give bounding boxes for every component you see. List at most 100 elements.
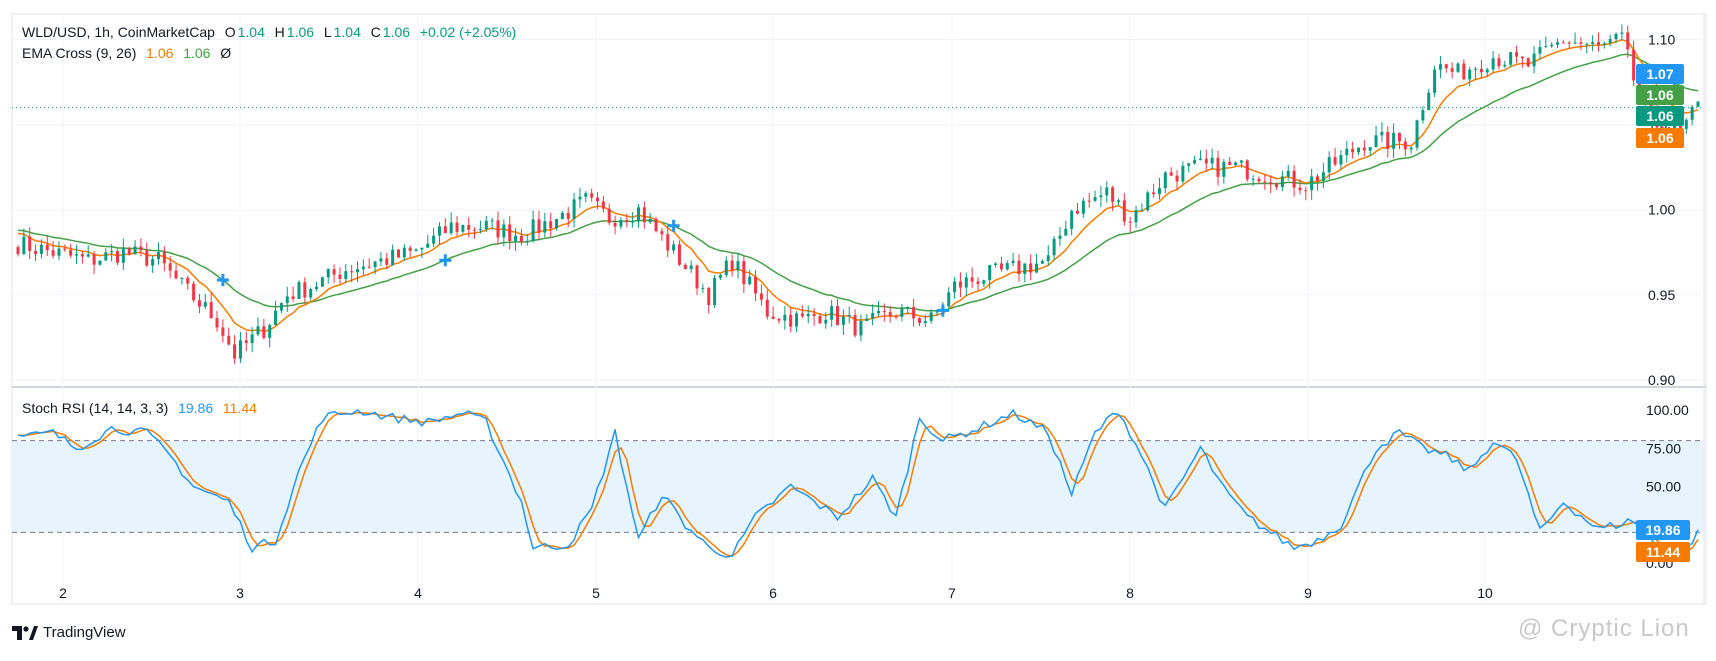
candle-body	[367, 266, 371, 268]
candle-body	[1087, 200, 1091, 202]
candle-body	[1275, 184, 1279, 188]
candle-body	[1234, 162, 1238, 166]
candle-body	[566, 212, 570, 219]
x-tick-label: 9	[1304, 585, 1312, 601]
candle-body	[1222, 161, 1226, 177]
candle-body	[958, 281, 962, 288]
candle-body	[373, 261, 377, 268]
candle-body	[631, 221, 635, 223]
candle-body	[1503, 64, 1507, 67]
candle-body	[818, 316, 822, 324]
ema-fast-value: 1.06	[146, 45, 174, 61]
price-badge-last-text: 1.06	[1646, 108, 1673, 124]
ema-fast-line	[17, 39, 1699, 333]
candle-body	[964, 277, 968, 288]
candle-body	[197, 300, 201, 307]
candle-body	[356, 269, 360, 273]
candle-body	[636, 207, 640, 222]
candle-body	[800, 313, 804, 317]
candle-body	[361, 266, 365, 270]
candle-body	[1099, 195, 1103, 198]
candle-body	[432, 235, 436, 244]
candle-body	[297, 282, 301, 299]
x-tick-label: 7	[948, 585, 956, 601]
candle-body	[1479, 68, 1483, 73]
candle-body	[1146, 192, 1150, 211]
ema-name[interactable]: EMA Cross (9, 26)	[22, 45, 137, 61]
candle-body	[1029, 263, 1033, 273]
symbol-title[interactable]: WLD/USD, 1h, CoinMarketCap	[22, 24, 215, 40]
candle-body	[227, 335, 231, 345]
candle-body	[151, 259, 155, 266]
candle-body	[1292, 170, 1296, 188]
candle-body	[461, 224, 465, 232]
candle-body	[1116, 200, 1120, 202]
candle-body	[1298, 187, 1302, 191]
candle-body	[1474, 68, 1478, 70]
candle-body	[63, 248, 67, 250]
candle-body	[1567, 42, 1571, 44]
candle-body	[75, 254, 79, 256]
price-badge-ema-slow	[1636, 85, 1684, 105]
candle-body	[145, 250, 149, 266]
candle-body	[57, 248, 61, 256]
candle-body	[180, 277, 184, 279]
candle-body	[994, 263, 998, 266]
candle-body	[601, 201, 605, 209]
candle-body	[315, 286, 319, 290]
candle-body	[209, 302, 213, 319]
candle-body	[478, 228, 482, 231]
candle-body	[707, 287, 711, 305]
candle-body	[666, 234, 670, 251]
candle-body	[1614, 33, 1618, 40]
candle-body	[1602, 43, 1606, 45]
stoch-k-line	[17, 408, 1699, 558]
candle-body	[69, 249, 73, 256]
ema-extra: Ø	[220, 45, 232, 61]
candle-body	[654, 218, 658, 232]
candle-body	[648, 218, 652, 223]
high-value: 1.06	[286, 24, 315, 40]
close-value: 1.06	[382, 24, 411, 40]
candle-body	[1386, 131, 1390, 149]
candle-body	[1228, 161, 1232, 166]
price-badge-ema-cross-text: 1.07	[1646, 66, 1673, 82]
candle-body	[1040, 261, 1044, 264]
candle-body	[625, 219, 629, 222]
candle-body	[742, 261, 746, 285]
stoch-name[interactable]: Stoch RSI (14, 14, 3, 3)	[22, 400, 169, 416]
candle-body	[572, 199, 576, 219]
candle-body	[607, 208, 611, 223]
candle-body	[133, 246, 137, 255]
tradingview-icon	[12, 625, 38, 640]
candle-body	[1415, 120, 1419, 148]
candle-body	[502, 224, 506, 238]
candle-body	[51, 250, 55, 256]
candle-body	[754, 276, 758, 294]
candle-body	[1397, 132, 1401, 142]
candle-body	[332, 269, 336, 275]
candle-body	[1433, 69, 1437, 93]
tradingview-logo[interactable]: TradingView	[12, 624, 126, 641]
candle-body	[537, 219, 541, 233]
candle-body	[912, 306, 916, 319]
candle-body	[1163, 172, 1167, 189]
candle-body	[871, 313, 875, 319]
stoch-tick-label: 75.00	[1646, 440, 1681, 456]
candle-body	[1673, 123, 1677, 133]
candle-body	[1362, 147, 1366, 151]
candle-body	[1245, 160, 1249, 180]
candle-body	[1316, 176, 1320, 181]
candle-body	[1181, 165, 1185, 182]
candle-body	[320, 277, 324, 287]
low-value: 1.04	[333, 24, 361, 40]
candle-body	[795, 313, 799, 327]
candle-body	[590, 193, 594, 198]
candle-body	[847, 315, 851, 317]
candle-body	[426, 243, 430, 248]
candle-body	[174, 270, 178, 279]
candle-body	[1310, 176, 1314, 191]
candle-body	[279, 303, 283, 311]
